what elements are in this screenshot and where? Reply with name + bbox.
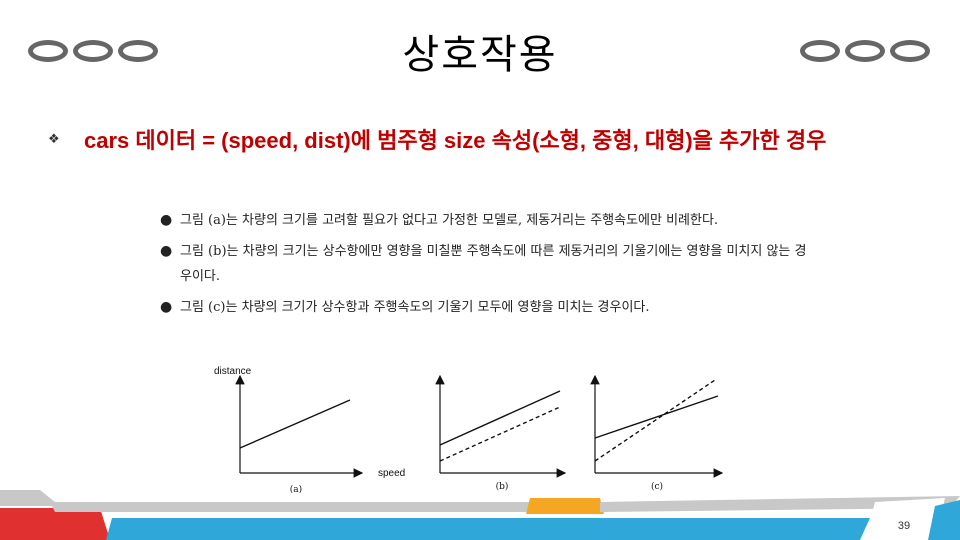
panel-c-line-dashed	[594, 379, 716, 462]
slide-title: 상호작용	[402, 32, 558, 78]
footer-grey-stripe	[50, 502, 545, 512]
panel-c-line-solid	[594, 395, 719, 439]
panel-label-a: (a)	[290, 484, 302, 493]
oval-icon	[28, 40, 68, 62]
panel-a: distance speed (a)	[214, 366, 405, 493]
footer-decoration	[0, 490, 960, 540]
footer-blue-corner	[928, 500, 960, 540]
sub-bullet-text: 그림 (b)는 차량의 크기는 상수항에만 영향을 미칠뿐 주행속도에 따른 제…	[180, 244, 807, 284]
x-axis-label: speed	[378, 468, 405, 479]
sub-bullet-text: 그림 (a)는 차량의 크기를 고려할 필요가 없다고 가정한 모델로, 제동거…	[180, 213, 719, 228]
footer-red-band	[0, 508, 110, 540]
square-bullet-icon: ❖	[48, 132, 60, 147]
panel-label-c: (c)	[651, 481, 663, 492]
footer-grey-band	[0, 490, 60, 506]
main-bullet-text: cars 데이터 = (speed, dist)에 범주형 size 속성(소형…	[84, 128, 827, 153]
panel-label-b: (b)	[496, 481, 509, 492]
footer-number-box	[865, 498, 945, 540]
dot-bullet-icon: ●	[160, 243, 173, 259]
sub-bullet-text: 그림 (c)는 차량의 크기가 상수항과 주행속도의 기울기 모두에 영향을 미…	[180, 300, 650, 315]
panel-b-line-dashed	[439, 406, 561, 462]
decorative-ovals-left	[28, 40, 163, 62]
oval-icon	[800, 40, 840, 62]
list-item: ● 그림 (a)는 차량의 크기를 고려할 필요가 없다고 가정한 모델로, 제…	[158, 208, 818, 233]
panel-b: (b)	[435, 374, 567, 492]
footer-blue-band	[106, 518, 870, 540]
panel-a-line	[239, 399, 351, 449]
list-item: ● 그림 (c)는 차량의 크기가 상수항과 주행속도의 기울기 모두에 영향을…	[158, 295, 818, 320]
y-axis-label: distance	[214, 366, 252, 377]
footer-grey-stripe-right	[600, 496, 960, 512]
sub-bullet-list: ● 그림 (a)는 차량의 크기를 고려할 필요가 없다고 가정한 모델로, 제…	[158, 208, 818, 326]
page-number: 39	[897, 520, 911, 532]
dot-bullet-icon: ●	[160, 299, 173, 315]
decorative-ovals-right	[800, 40, 935, 62]
list-item: ● 그림 (b)는 차량의 크기는 상수항에만 영향을 미칠뿐 주행속도에 따른…	[158, 239, 818, 289]
oval-icon	[890, 40, 930, 62]
oval-icon	[118, 40, 158, 62]
panel-c: (c)	[590, 374, 724, 492]
dot-bullet-icon: ●	[160, 212, 173, 228]
interaction-figure: distance speed (a) (b) (c)	[214, 366, 724, 493]
footer-orange-band	[526, 498, 604, 514]
oval-icon	[845, 40, 885, 62]
oval-icon	[73, 40, 113, 62]
panel-b-line-solid	[439, 390, 561, 446]
